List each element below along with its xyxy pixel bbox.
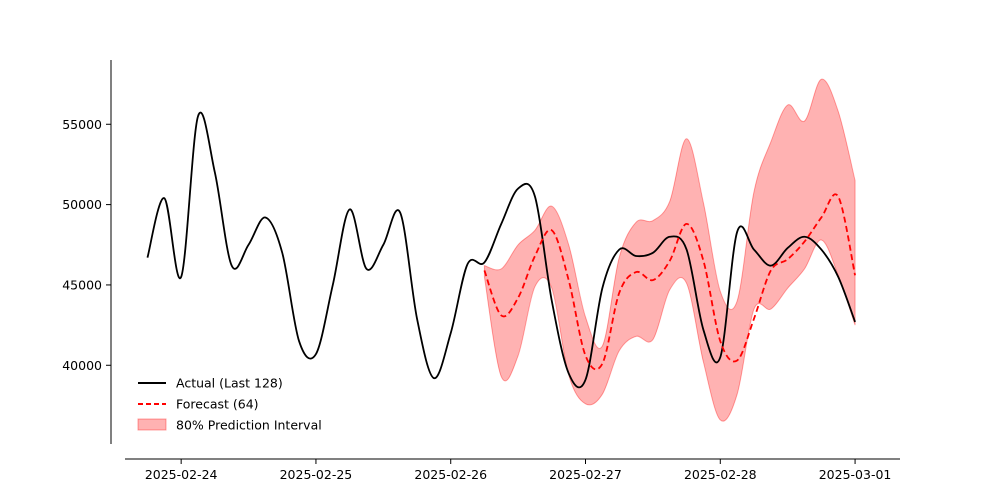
prediction-interval-band <box>483 78 856 422</box>
forecast-series-line <box>483 193 856 371</box>
y-tick-layer: 40000 45000 50000 55000 <box>62 117 111 373</box>
y-tick-label: 40000 <box>62 358 102 373</box>
x-tick-layer: 2025-02-24 2025-02-25 2025-02-26 2025-02-27… <box>145 459 892 482</box>
legend-swatch-interval <box>137 418 167 431</box>
legend-label-actual: Actual (Last 128) <box>176 376 283 391</box>
prediction-band-layer <box>483 78 856 422</box>
legend-label-interval: 80% Prediction Interval <box>176 418 322 433</box>
actual-series-line <box>146 112 856 389</box>
y-tick-label: 55000 <box>62 117 102 132</box>
x-tick-label: 2025-02-27 <box>549 467 622 482</box>
legend: Actual (Last 128) Forecast (64) 80% Pred… <box>137 376 322 433</box>
x-tick-label: 2025-02-26 <box>414 467 487 482</box>
series-layer <box>146 112 856 389</box>
x-tick-label: 2025-02-24 <box>145 467 218 482</box>
y-tick-label: 50000 <box>62 197 102 212</box>
x-tick-label: 2025-02-25 <box>280 467 353 482</box>
y-tick-label: 45000 <box>62 277 102 292</box>
x-tick-label: 2025-03-01 <box>819 467 892 482</box>
x-tick-label: 2025-02-28 <box>684 467 757 482</box>
legend-label-forecast: Forecast (64) <box>176 397 259 412</box>
